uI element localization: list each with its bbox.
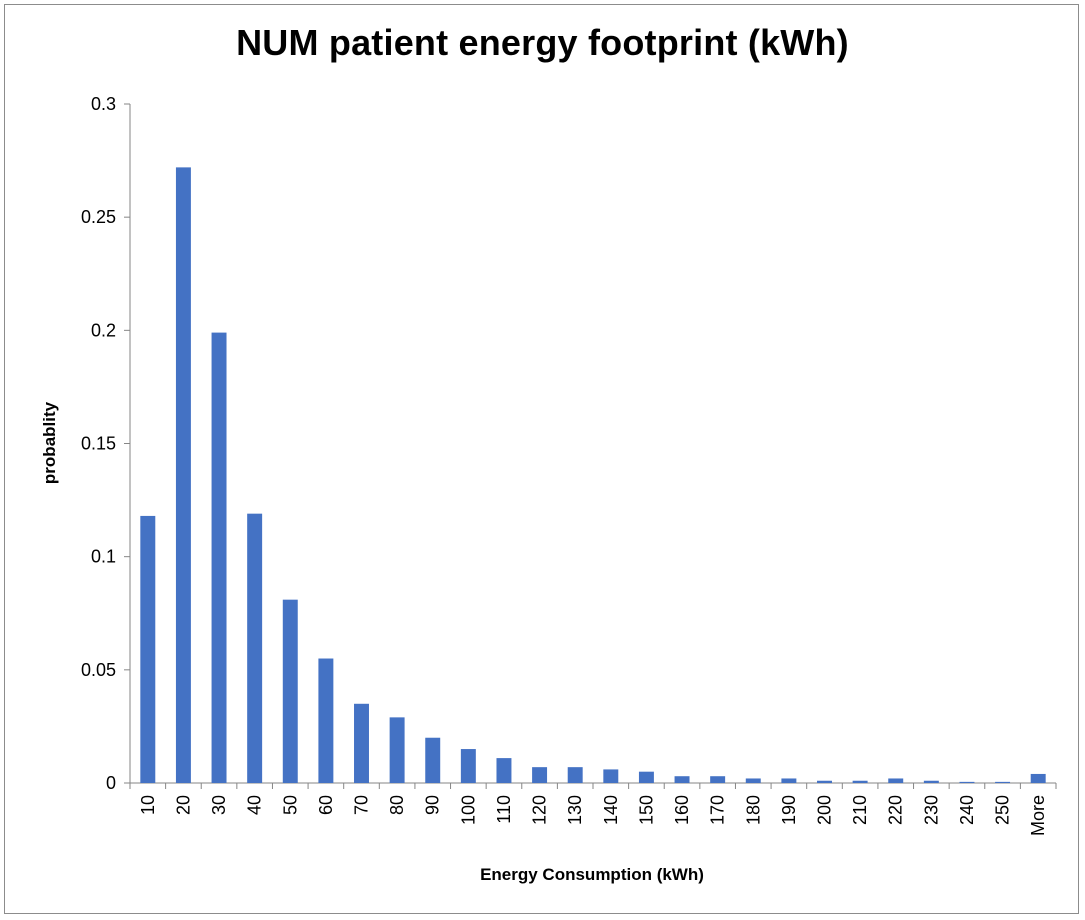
axes xyxy=(124,103,1057,789)
x-tick-label: 90 xyxy=(423,795,443,815)
y-axis-label: probablity xyxy=(40,401,59,484)
bar-160 xyxy=(674,776,690,783)
bar-190 xyxy=(781,778,797,783)
bar-140 xyxy=(603,769,619,783)
x-tick-label: 130 xyxy=(565,795,585,825)
x-tick-label: 40 xyxy=(245,795,265,815)
y-tick-label: 0.3 xyxy=(91,94,116,114)
bar-110 xyxy=(496,758,512,783)
bar-70 xyxy=(354,703,369,783)
bar-10 xyxy=(140,515,156,783)
x-tick-label: 210 xyxy=(850,795,870,825)
x-tick-label: 180 xyxy=(743,795,763,825)
y-tick-label: 0.05 xyxy=(81,660,116,680)
x-tick-label: 170 xyxy=(708,795,728,825)
bar-60 xyxy=(318,658,334,783)
y-tick-label: 0.1 xyxy=(91,547,116,567)
x-tick-label: 80 xyxy=(387,795,407,815)
bar-More xyxy=(1030,773,1046,783)
bar-150 xyxy=(638,771,654,783)
y-tick-label: 0.25 xyxy=(81,207,116,227)
x-tick-label: 140 xyxy=(601,795,621,825)
x-tick-label: 200 xyxy=(815,795,835,825)
bar-240 xyxy=(959,781,975,783)
bar-200 xyxy=(817,780,832,783)
bar-90 xyxy=(425,737,441,783)
x-tick-label: 60 xyxy=(316,795,336,815)
x-tick-label: 250 xyxy=(993,795,1013,825)
x-tick-label: 100 xyxy=(458,795,478,825)
x-tick-label: 120 xyxy=(530,795,550,825)
x-tick-label: 240 xyxy=(957,795,977,825)
x-tick-label: 150 xyxy=(636,795,656,825)
bar-210 xyxy=(852,780,868,783)
bar-80 xyxy=(389,717,405,783)
x-tick-label: 220 xyxy=(886,795,906,825)
bar-20 xyxy=(175,167,191,783)
bar-220 xyxy=(888,778,904,783)
x-tick-label: 160 xyxy=(672,795,692,825)
y-tick-label: 0.2 xyxy=(91,320,116,340)
bar-130 xyxy=(567,767,583,783)
x-tick-label: 10 xyxy=(138,795,158,815)
bar-120 xyxy=(532,767,548,783)
x-tick-label: 70 xyxy=(352,795,372,815)
y-tick-label: 0.15 xyxy=(81,434,116,454)
x-tick-label: 190 xyxy=(779,795,799,825)
bar-170 xyxy=(710,776,726,783)
x-tick-label: 230 xyxy=(921,795,941,825)
bar-50 xyxy=(282,599,298,783)
bar-230 xyxy=(923,780,939,783)
x-tick-label: 20 xyxy=(173,795,193,815)
bar-180 xyxy=(745,778,761,783)
bar-40 xyxy=(247,513,263,783)
bars xyxy=(140,167,1046,783)
bar-30 xyxy=(211,332,227,783)
x-tick-label: More xyxy=(1028,795,1048,836)
x-tick-label: 30 xyxy=(209,795,229,815)
x-tick-label: 110 xyxy=(494,795,514,824)
y-tick-labels: 0 0.05 0.1 0.15 0.2 0.25 0.3 xyxy=(81,94,116,793)
chart-title: NUM patient energy footprint (kWh) xyxy=(236,22,849,63)
bar-100 xyxy=(460,749,476,783)
bar-250 xyxy=(995,781,1011,783)
x-axis-label: Energy Consumption (kWh) xyxy=(480,865,704,884)
x-tick-labels: 10 20 30 40 50 60 70 80 90 100 110 120 130 140 150 160 1… xyxy=(138,795,1048,836)
y-tick-label: 0 xyxy=(106,773,116,793)
x-tick-label: 50 xyxy=(280,795,300,815)
